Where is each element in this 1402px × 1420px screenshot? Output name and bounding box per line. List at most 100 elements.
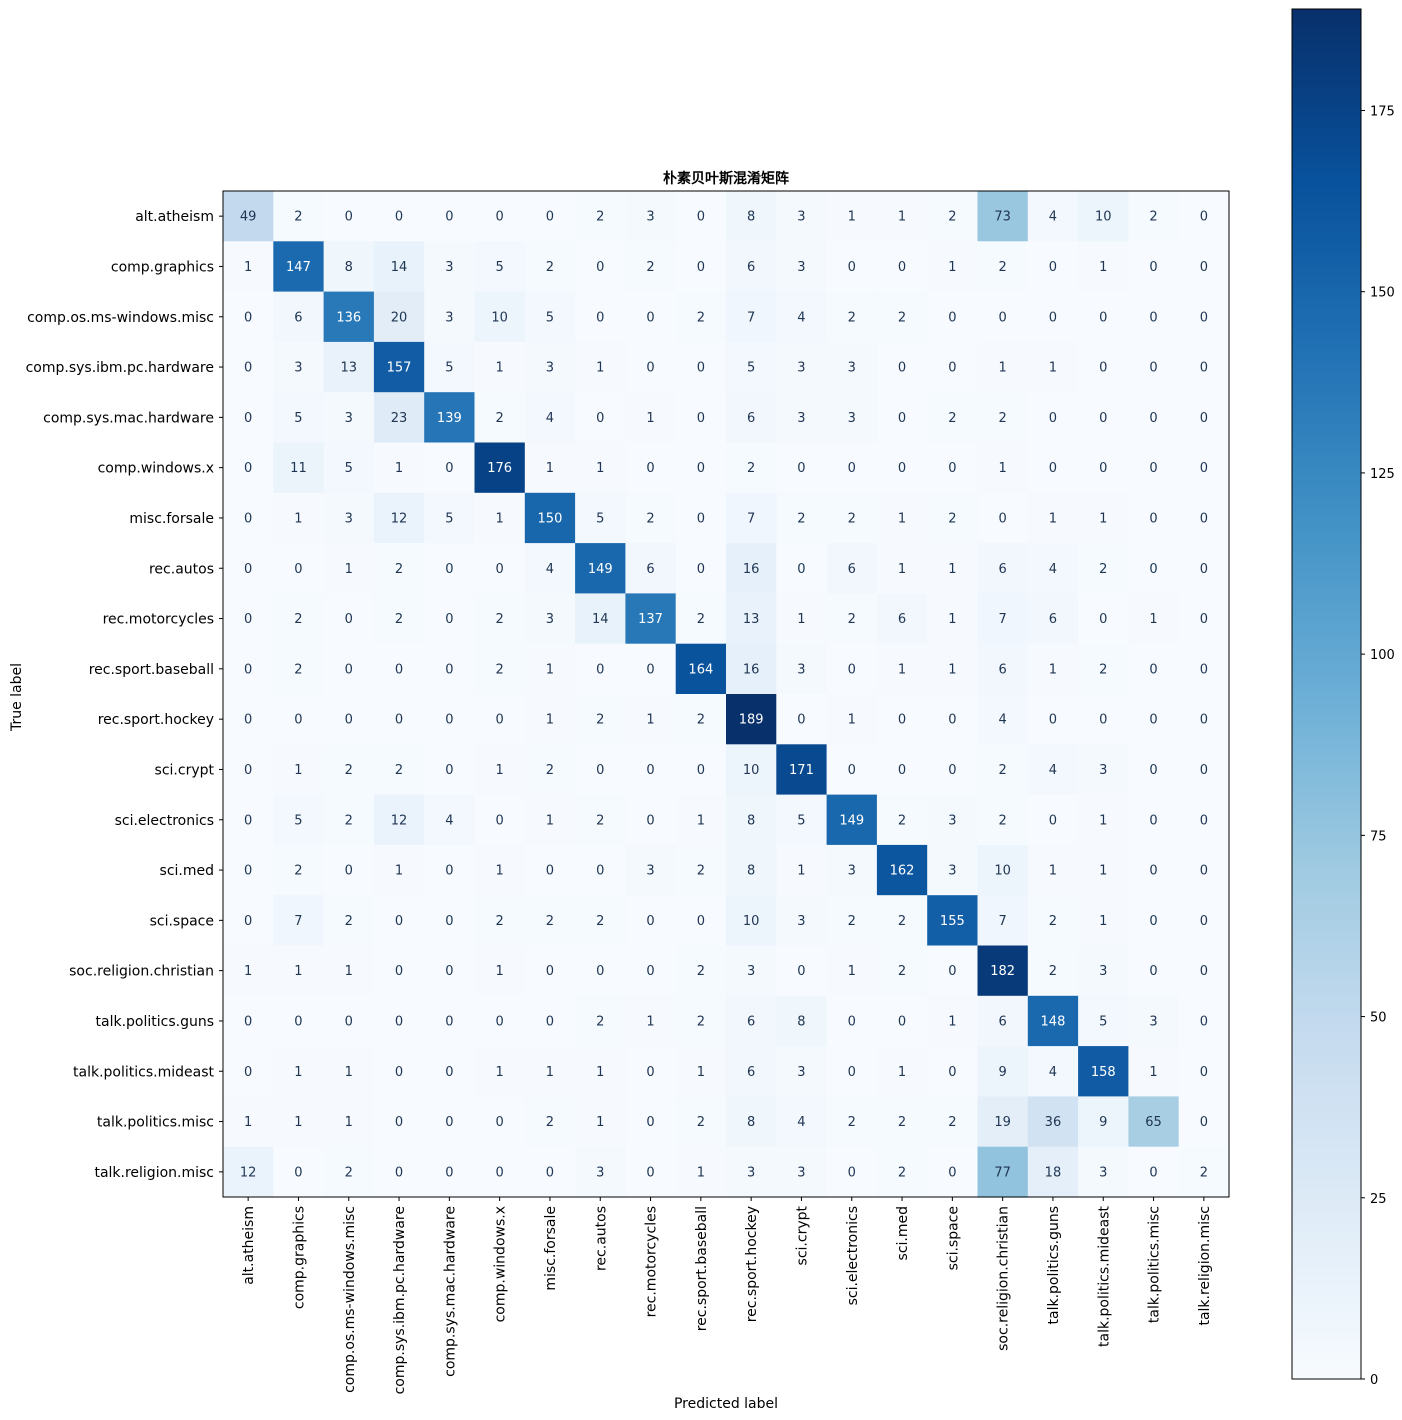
heatmap-cell xyxy=(977,291,1029,343)
y-tick-label-comp-graphics: comp.graphics xyxy=(111,259,214,275)
cell-value-label: 0 xyxy=(1099,713,1107,728)
cell-value-label: 147 xyxy=(286,260,311,275)
heatmap-cell xyxy=(977,995,1029,1047)
cell-value-label: 2 xyxy=(697,310,705,325)
heatmap-cell xyxy=(927,1096,979,1148)
cell-value-label: 0 xyxy=(244,562,252,577)
cell-value-label: 0 xyxy=(1149,763,1157,778)
cell-value-label: 5 xyxy=(294,411,302,426)
heatmap-cell xyxy=(826,794,878,846)
cell-value-label: 0 xyxy=(898,260,906,275)
heatmap-cell xyxy=(575,844,626,896)
heatmap-cell xyxy=(876,492,928,544)
heatmap-cell xyxy=(1078,492,1129,544)
cell-value-label: 0 xyxy=(797,713,805,728)
cell-value-label: 2 xyxy=(345,813,353,828)
cell-value-label: 0 xyxy=(848,461,856,476)
heatmap-cell xyxy=(625,844,677,896)
cell-value-label: 0 xyxy=(294,713,302,728)
heatmap-cell xyxy=(323,341,375,393)
cell-value-label: 1 xyxy=(898,562,906,577)
heatmap-cell xyxy=(1178,1046,1230,1097)
heatmap-cell xyxy=(474,442,526,494)
cell-value-label: 1 xyxy=(596,461,604,476)
y-tick-label-comp-os-ms-windows-misc: comp.os.ms-windows.misc xyxy=(27,310,214,326)
cell-value-label: 0 xyxy=(395,1065,403,1080)
cell-value-label: 6 xyxy=(999,562,1007,577)
cell-value-label: 11 xyxy=(290,461,307,476)
cell-value-label: 0 xyxy=(1099,310,1107,325)
heatmap-cell xyxy=(876,794,928,846)
cell-value-label: 0 xyxy=(1149,864,1157,879)
cell-value-label: 0 xyxy=(646,1065,654,1080)
heatmap-cell xyxy=(675,694,727,745)
cell-value-label: 0 xyxy=(395,713,403,728)
heatmap-cell xyxy=(273,895,325,947)
heatmap-cell xyxy=(876,341,928,393)
heatmap-cell xyxy=(876,694,928,745)
heatmap-cell xyxy=(1027,1146,1079,1198)
cell-value-label: 0 xyxy=(898,411,906,426)
heatmap-cell xyxy=(1178,291,1230,343)
cell-value-label: 3 xyxy=(797,260,805,275)
cell-value-label: 23 xyxy=(391,411,408,426)
heatmap-cell xyxy=(474,895,526,947)
cell-value-label: 3 xyxy=(1099,1165,1107,1180)
cell-value-label: 0 xyxy=(1200,511,1208,526)
cell-value-label: 1 xyxy=(345,964,353,979)
heatmap-cell xyxy=(826,945,878,997)
heatmap-cell xyxy=(726,191,777,242)
heatmap-cell xyxy=(726,241,777,293)
heatmap-cell xyxy=(1078,392,1129,444)
y-tick-label-rec-autos: rec.autos xyxy=(149,561,214,577)
cell-value-label: 0 xyxy=(546,1165,554,1180)
cell-value-label: 2 xyxy=(948,210,956,225)
heatmap-cell xyxy=(1128,1096,1180,1148)
cell-value-label: 1 xyxy=(1099,914,1107,929)
heatmap-cell xyxy=(1178,341,1230,393)
cell-value-label: 20 xyxy=(391,310,408,325)
cell-value-label: 0 xyxy=(244,411,252,426)
cell-value-label: 137 xyxy=(638,612,663,627)
cell-value-label: 0 xyxy=(848,1165,856,1180)
cell-value-label: 2 xyxy=(345,914,353,929)
cell-value-label: 3 xyxy=(948,864,956,879)
heatmap-cell xyxy=(776,744,828,796)
heatmap-cell xyxy=(675,844,727,896)
heatmap-cell xyxy=(474,1096,526,1148)
heatmap-cell xyxy=(524,643,576,695)
cell-value-label: 2 xyxy=(1099,562,1107,577)
cell-value-label: 0 xyxy=(697,210,705,225)
cell-value-label: 0 xyxy=(596,964,604,979)
colorbar-tick-label: 125 xyxy=(1370,467,1395,482)
heatmap-cell xyxy=(977,744,1029,796)
cell-value-label: 6 xyxy=(646,562,654,577)
heatmap-cell xyxy=(575,241,626,293)
cell-value-label: 139 xyxy=(437,411,462,426)
cell-value-label: 2 xyxy=(797,511,805,526)
cell-value-label: 3 xyxy=(1149,1014,1157,1029)
cell-value-label: 8 xyxy=(797,1014,805,1029)
heatmap-cell xyxy=(223,191,274,242)
heatmap-cell xyxy=(575,191,626,242)
cell-value-label: 0 xyxy=(445,612,453,627)
cell-value-label: 1 xyxy=(697,813,705,828)
cell-value-label: 1 xyxy=(496,964,504,979)
cell-value-label: 0 xyxy=(244,310,252,325)
cell-value-label: 0 xyxy=(596,662,604,677)
cell-value-label: 0 xyxy=(1200,461,1208,476)
cell-value-label: 0 xyxy=(1200,1065,1208,1080)
cell-value-label: 0 xyxy=(244,914,252,929)
heatmap-cell xyxy=(373,341,425,393)
heatmap-cell xyxy=(726,794,777,846)
cell-value-label: 2 xyxy=(596,713,604,728)
cell-value-label: 2 xyxy=(848,1115,856,1130)
colorbar xyxy=(1291,8,1362,1380)
heatmap-cell xyxy=(575,945,626,997)
heatmap-cell xyxy=(474,694,526,745)
cell-value-label: 2 xyxy=(948,511,956,526)
heatmap-cell xyxy=(474,643,526,695)
heatmap-cell xyxy=(927,744,979,796)
heatmap-cell xyxy=(1128,341,1180,393)
cell-value-label: 65 xyxy=(1145,1115,1162,1130)
